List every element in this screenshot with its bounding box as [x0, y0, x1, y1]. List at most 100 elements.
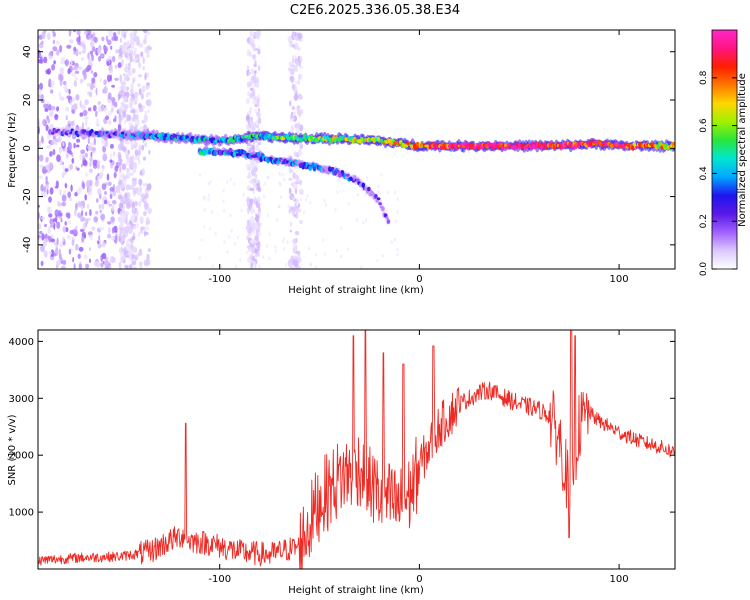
spectrogram-noise-speck: [53, 60, 56, 65]
spectrogram-noise-speck: [45, 183, 49, 190]
spectrogram-noise-speck: [43, 56, 48, 64]
spectrogram-noise-speck: [79, 100, 82, 108]
spectrogram-noise-speck: [252, 54, 256, 60]
spectrogram-noise-speck: [45, 156, 49, 162]
spectrogram-noise-speck: [102, 145, 106, 153]
spectrogram-noise-speck: [59, 189, 62, 196]
spectrogram-noise-speck: [302, 210, 306, 215]
spectrogram-noise-speck: [104, 260, 110, 268]
spectrogram-noise-speck: [256, 76, 259, 81]
spectrogram-noise-speck: [96, 261, 100, 269]
spectrogram-noise-speck: [47, 118, 50, 124]
snr-frame: [37, 329, 676, 570]
spectrogram-noise-speck: [125, 254, 129, 258]
spectrogram-noise-speck: [46, 103, 49, 109]
spectrogram-noise-speck: [364, 192, 367, 196]
spectrogram-noise-speck: [62, 226, 67, 233]
spectrogram-noise-speck: [254, 263, 257, 269]
colorbar-label: Normalized spectral amplitude: [737, 73, 748, 227]
spectrogram-axes: -100 0 100 -40 -20 0 20 40: [22, 30, 675, 285]
spectrogram-noise-speck: [209, 180, 212, 184]
spectrogram-noise-speck: [138, 178, 143, 186]
spectrogram-noise-speck: [109, 152, 113, 160]
spectrogram-noise-speck: [97, 188, 102, 196]
spectrogram-x-axis-label: Height of straight line (km): [288, 285, 424, 296]
spectrogram-noise-speck: [126, 184, 130, 189]
spectrogram-noise-speck: [130, 83, 134, 91]
spectrogram-ridge-cell: [309, 134, 314, 140]
spectrogram-noise-speck: [131, 68, 136, 74]
spectrogram-noise-speck: [124, 226, 130, 233]
spectrogram-noise-speck: [381, 254, 385, 258]
spectrogram-noise-speck: [48, 251, 52, 255]
spectrogram-noise-speck: [253, 231, 256, 236]
spectrogram-noise-speck: [254, 249, 259, 254]
snr-x-axis-label: Height of straight line (km): [288, 585, 424, 596]
spectrogram-noise-speck: [46, 145, 52, 149]
spectrogram-noise-speck: [140, 51, 144, 57]
spectrogram-noise-speck: [356, 193, 359, 197]
spectrogram-noise-speck: [90, 234, 93, 241]
spectrogram-ridge-cell: [358, 138, 363, 144]
spectrogram-noise-speck: [347, 201, 350, 206]
spectrogram-noise-speck: [297, 32, 303, 39]
spectrogram-noise-speck: [251, 161, 255, 169]
spectrogram-noise-speck: [250, 239, 255, 244]
spectrogram-noise-speck: [103, 86, 108, 94]
spectrogram-noise-speck: [81, 50, 86, 54]
spectrogram-noise-speck: [44, 223, 47, 228]
spectrogram-noise-speck: [43, 250, 48, 258]
spectrogram-noise-speck: [111, 236, 116, 241]
spectrogram-noise-speck: [99, 77, 102, 83]
spectrogram-noise-speck: [110, 162, 114, 169]
spectrogram-noise-speck: [295, 60, 299, 67]
spectrogram-ridge-cell: [312, 166, 317, 172]
spectrogram-noise-speck: [55, 40, 60, 45]
spectrogram-noise-speck: [143, 259, 149, 267]
spectrogram-noise-speck: [80, 200, 84, 204]
spectrogram-ridge-cell: [367, 186, 371, 192]
spectrogram-noise-speck: [130, 158, 134, 164]
spectrogram-noise-speck: [107, 120, 112, 125]
spectrogram-noise-speck: [263, 181, 267, 186]
spectrogram-y-tick-label: 0: [22, 145, 33, 151]
spectrogram-noise-speck: [129, 101, 133, 110]
spectrogram-noise-speck: [117, 162, 121, 167]
spectrogram-noise-speck: [38, 84, 42, 91]
spectrogram-noise-speck: [70, 184, 73, 192]
spectrogram-noise-speck: [44, 192, 47, 199]
spectrogram-ridge-cell: [559, 142, 564, 147]
spectrogram-noise-speck: [294, 203, 297, 208]
spectrogram-noise-speck: [39, 56, 43, 62]
spectrogram-noise-speck: [108, 30, 113, 38]
spectrogram-noise-speck: [129, 184, 135, 190]
spectrogram-ridge-cell: [232, 151, 237, 157]
spectrogram-noise-speck: [84, 30, 88, 36]
spectrogram-noise-speck: [278, 171, 281, 176]
spectrogram-noise-speck: [84, 99, 89, 106]
snr-x-tick-label: -100: [208, 574, 231, 585]
spectrogram-noise-speck: [42, 118, 46, 126]
spectrogram-noise-speck: [73, 103, 78, 111]
spectrogram-noise-speck: [61, 201, 66, 207]
spectrogram-noise-speck: [287, 204, 290, 208]
spectrogram-noise-speck: [38, 140, 41, 148]
spectrogram-noise-speck: [115, 233, 118, 242]
spectrogram-noise-speck: [297, 73, 301, 81]
spectrogram-noise-speck: [108, 203, 113, 207]
spectrogram-noise-speck: [118, 261, 122, 269]
spectrogram-noise-speck: [282, 247, 286, 251]
spectrogram-noise-speck: [119, 143, 124, 151]
spectrogram-noise-speck: [69, 197, 72, 202]
spectrogram-noise-speck: [78, 202, 83, 206]
spectrogram-noise-speck: [137, 53, 141, 59]
spectrogram-noise-speck: [127, 62, 131, 67]
snr-panel: -100 0 100 1000 2000 3000 4000 Height of strai…: [7, 329, 676, 596]
spectrogram-ridge-cell: [466, 142, 470, 147]
spectrogram-noise-speck: [299, 151, 303, 156]
spectrogram-noise-speck: [130, 93, 135, 97]
spectrogram-noise-speck: [250, 224, 253, 228]
spectrogram-noise-speck: [134, 96, 138, 104]
spectrogram-noise-speck: [86, 83, 92, 87]
spectrogram-noise-speck: [294, 123, 299, 129]
